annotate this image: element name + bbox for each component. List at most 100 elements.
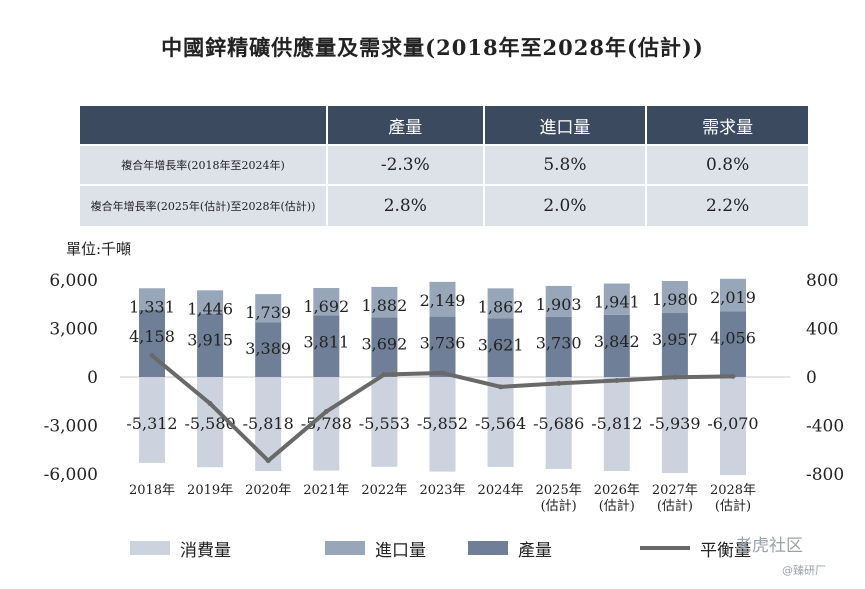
data-label-import: 1,941: [594, 293, 640, 312]
balance-point: [556, 380, 562, 386]
legend-item-import: 進口量: [325, 536, 426, 561]
bar-import: [139, 288, 165, 310]
y-left-tick-label: -6,000: [44, 465, 98, 485]
chart-title: 中國鋅精礦供應量及需求量(2018年至2028年(估計)): [161, 35, 704, 60]
x-tick-label: (估計): [541, 498, 577, 514]
legend-item-balance: 平衡量: [640, 536, 751, 561]
bar-production: [371, 317, 398, 377]
unit-label: 單位:千噸: [66, 240, 132, 258]
bar-consumption: [720, 377, 746, 476]
y-left-tick-label: 3,000: [49, 320, 98, 340]
legend-item-production: 產量: [468, 536, 552, 561]
data-label-production: 3,957: [652, 330, 698, 349]
data-label-consumption: -5,852: [417, 414, 468, 433]
bar-import: [429, 281, 456, 317]
bar-consumption: [197, 377, 224, 468]
watermark-logo: 老虎社区: [735, 536, 803, 556]
x-tick-label: (估計): [599, 498, 635, 514]
data-label-production: 3,842: [594, 332, 640, 351]
x-tick-label: 2023年: [419, 483, 465, 498]
bar-production: [603, 314, 630, 377]
cagr-header-blank: [78, 104, 328, 146]
bar-production: [487, 318, 514, 377]
data-label-consumption: -5,553: [359, 414, 410, 433]
bar-consumption: [487, 377, 514, 467]
balance-point: [323, 409, 329, 415]
legend-item-consumption: 消費量: [130, 536, 231, 561]
x-tick-label: 2019年: [187, 483, 233, 498]
bar-import: [255, 294, 282, 323]
data-label-production: 3,915: [187, 331, 233, 350]
bar-import: [371, 286, 398, 318]
legend-label-consumption: 消費量: [180, 540, 231, 561]
bar-production: [139, 309, 165, 377]
cagr-cell: -2.3%: [326, 144, 485, 186]
x-tick-label: (估計): [715, 498, 751, 514]
data-label-import: 1,903: [536, 295, 582, 314]
bar-consumption: [313, 377, 340, 471]
y-right-tick-label: 400: [806, 320, 838, 340]
balance-point: [207, 401, 213, 407]
x-tick-label: 2021年: [303, 483, 349, 498]
bar-production: [661, 313, 688, 377]
legend-swatch-production: [468, 541, 508, 555]
balance-point: [498, 384, 504, 390]
balance-point: [730, 373, 736, 379]
y-left-tick-label: -3,000: [44, 417, 98, 437]
x-tick-label: 2028年: [710, 483, 756, 498]
y-left-tick-label: 0: [87, 368, 98, 388]
x-tick-label: 2026年: [594, 483, 640, 498]
data-label-production: 3,730: [536, 334, 582, 353]
data-label-import: 1,980: [652, 290, 698, 309]
bar-import: [545, 285, 572, 317]
bar-production: [197, 313, 224, 377]
x-tick-label: 2018年: [129, 483, 175, 498]
cagr-header-production: 產量: [326, 104, 485, 146]
data-label-consumption: -5,818: [243, 414, 294, 433]
balance-point: [672, 374, 678, 380]
data-label-consumption: -5,564: [475, 414, 526, 433]
data-label-import: 1,882: [361, 296, 407, 315]
bar-import: [720, 278, 746, 312]
bar-production: [429, 316, 456, 377]
cagr-header-import: 進口量: [482, 104, 648, 146]
y-right-tick-label: 0: [806, 368, 817, 388]
legend-swatch-balance: [640, 546, 690, 550]
bar-import: [197, 290, 224, 314]
bar-consumption: [139, 377, 165, 463]
cagr-row-label: 複合年增長率(2018年至2024年): [78, 144, 328, 186]
data-label-consumption: -5,312: [126, 414, 177, 433]
cagr-table: 產量 進口量 需求量 複合年增長率(2018年至2024年) -2.3% 5.8…: [78, 104, 810, 228]
x-tick-label: 2024年: [478, 483, 524, 498]
data-label-import: 1,446: [187, 299, 233, 318]
data-label-import: 1,331: [129, 297, 175, 316]
bar-consumption: [545, 377, 572, 469]
x-tick-label: 2020年: [245, 483, 291, 498]
y-right-tick-label: -800: [806, 465, 844, 485]
bar-production: [545, 316, 572, 377]
legend-label-import: 進口量: [375, 540, 426, 561]
balance-point: [149, 353, 155, 359]
data-label-production: 3,389: [245, 339, 291, 358]
x-tick-label: 2025年: [536, 483, 582, 498]
bar-consumption: [429, 377, 456, 472]
cagr-row: 複合年增長率(2018年至2024年) -2.3% 5.8% 0.8%: [78, 144, 810, 186]
chart-legend: 消費量 進口量 產量 平衡量: [0, 536, 865, 561]
bar-consumption: [603, 377, 630, 471]
data-label-consumption: -5,812: [591, 414, 642, 433]
bar-import: [313, 288, 340, 316]
data-label-production: 3,811: [303, 332, 349, 351]
data-label-import: 2,149: [420, 291, 466, 310]
cagr-cell: 2.2%: [645, 184, 810, 228]
data-label-import: 2,019: [710, 288, 756, 307]
balance-point: [440, 370, 445, 376]
bar-import: [661, 281, 688, 314]
cagr-cell: 2.0%: [482, 184, 648, 228]
cagr-row: 複合年增長率(2025年(估計)至2028年(估計)) 2.8% 2.0% 2.…: [78, 184, 810, 228]
data-label-consumption: -5,686: [533, 414, 584, 433]
legend-label-production: 產量: [518, 540, 552, 561]
cagr-cell: 2.8%: [326, 184, 485, 228]
data-label-import: 1,862: [478, 297, 524, 316]
data-label-production: 3,692: [361, 334, 407, 353]
